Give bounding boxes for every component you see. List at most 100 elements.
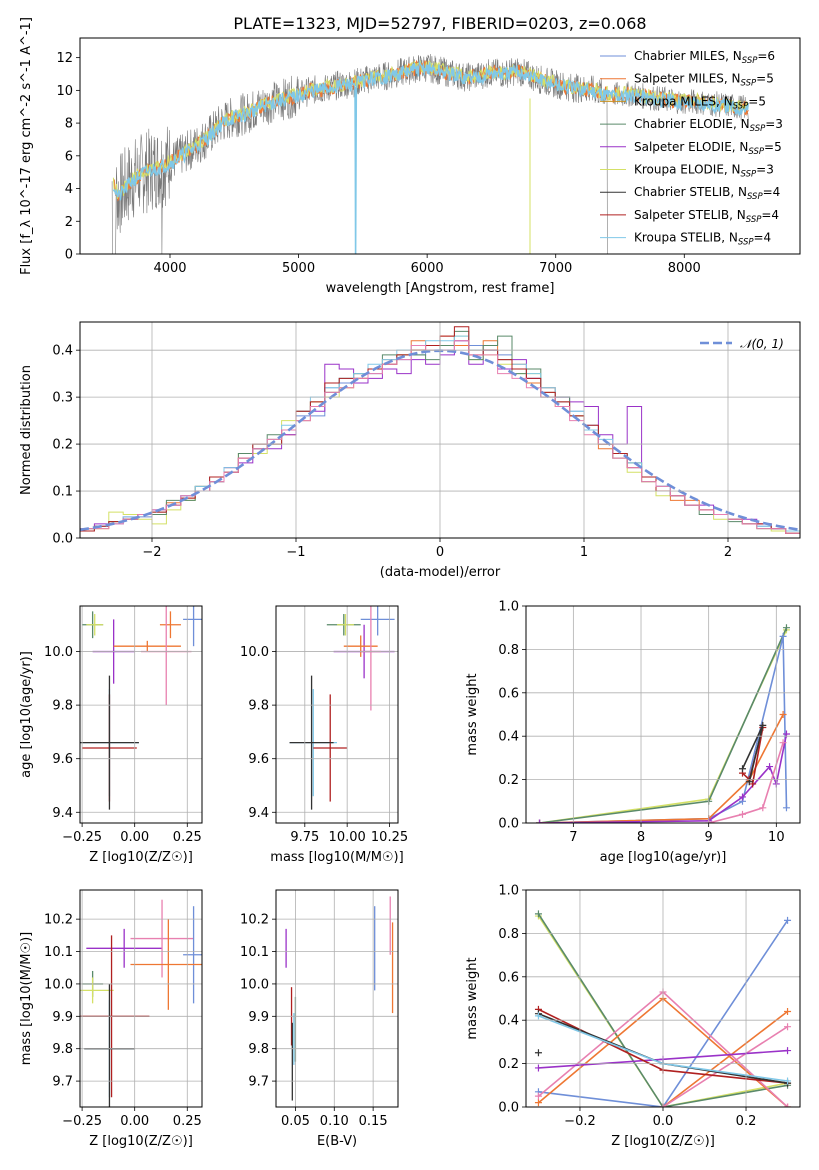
y-tick-label: 0.0 — [498, 1101, 519, 1116]
weight-marker — [784, 1047, 792, 1055]
y-tick-label: 0 — [65, 248, 73, 263]
y-tick-label: 9.4 — [52, 806, 73, 821]
y-tick-label: 0.2 — [498, 773, 519, 788]
y-tick-label: 10.1 — [240, 945, 269, 960]
x-tick-label: 7000 — [539, 261, 572, 276]
legend-text: Kroupa MILES, N — [634, 94, 733, 108]
legend-label: Salpeter ELODIE, NSSP=5 — [634, 140, 782, 157]
weight-marker — [534, 1099, 542, 1107]
weight-marker — [534, 1092, 542, 1100]
legend-text: =5 — [764, 140, 782, 154]
y-tick-label: 2 — [65, 215, 73, 230]
weight-marker — [784, 1023, 792, 1031]
y-tick-label: 9.8 — [248, 1042, 269, 1057]
plot-area-age-vs-mass — [289, 606, 395, 810]
y-tick-label: 0.6 — [498, 686, 519, 701]
legend-label: Salpeter STELIB, NSSP=4 — [634, 208, 779, 225]
x-tick-label: 0 — [436, 545, 444, 560]
y-tick-label: 8 — [65, 117, 73, 132]
y-tick-label: 9.4 — [248, 806, 269, 821]
x-tick-label: 0.25 — [173, 830, 202, 845]
legend-text: =4 — [754, 231, 772, 245]
x-axis-label: Z [log10(Z/Z☉)] — [611, 1134, 715, 1149]
y-tick-label: 0.3 — [52, 391, 73, 406]
y-tick-label: 0.8 — [498, 927, 519, 942]
y-tick-label: 9.9 — [248, 1010, 269, 1025]
weight-marker — [738, 765, 746, 773]
legend-sub: SSP — [747, 192, 763, 202]
y-tick-label: 9.6 — [248, 752, 269, 767]
legend-sub: SSP — [742, 56, 758, 66]
y-tick-label: 9.9 — [52, 1010, 73, 1025]
x-tick-label: 8000 — [668, 261, 701, 276]
x-tick-label: 7 — [569, 830, 577, 845]
legend-label: Chabrier ELODIE, NSSP=3 — [634, 117, 783, 134]
x-tick-label: 0.00 — [120, 830, 149, 845]
y-tick-label: 12 — [56, 51, 73, 66]
x-tick-label: 5000 — [282, 261, 315, 276]
legend-text: Salpeter MILES, N — [634, 72, 741, 86]
model-line-kroupa-stelib — [112, 59, 749, 254]
figure-title: PLATE=1323, MJD=52797, FIBERID=0203, z=0… — [233, 14, 646, 33]
x-tick-label: 0.15 — [359, 1114, 388, 1129]
axes-frame — [275, 605, 399, 824]
legend-label: 𝒩(0, 1) — [740, 337, 784, 351]
weight-marker — [784, 916, 792, 924]
y-tick-label: 0.0 — [52, 532, 73, 547]
y-tick-label: 9.8 — [248, 699, 269, 714]
weight-marker — [534, 910, 542, 918]
weight-marker — [779, 711, 787, 718]
weight-marker — [759, 804, 767, 812]
legend-sub: SSP — [748, 147, 764, 157]
legend-label: Chabrier MILES, NSSP=6 — [634, 49, 775, 66]
x-axis-label: E(B-V) — [317, 1134, 357, 1149]
x-tick-label: 6000 — [411, 261, 444, 276]
weight-marker — [534, 1049, 542, 1057]
legend-text: Salpeter STELIB, N — [634, 208, 746, 222]
x-axis-label: wavelength [Angstrom, rest frame] — [326, 281, 555, 296]
y-tick-label: 0.2 — [52, 438, 73, 453]
y-axis-label: Normed distribution — [19, 365, 34, 495]
legend-text: Salpeter ELODIE, N — [634, 140, 748, 154]
legend-sub: SSP — [733, 101, 749, 111]
weight-line — [539, 629, 788, 823]
weight-line — [539, 733, 788, 823]
axes-frame — [525, 605, 801, 824]
y-tick-label: 4 — [65, 182, 73, 197]
weight-line — [539, 714, 784, 823]
weight-line — [708, 742, 784, 823]
legend-text: =5 — [756, 72, 774, 86]
x-tick-label: 0.05 — [281, 1114, 310, 1129]
y-axis-label: age [log10(age/yr)] — [19, 651, 34, 778]
legend-text: =6 — [757, 49, 775, 63]
x-axis-label: (data-model)/error — [380, 565, 501, 580]
legend-text: =5 — [748, 94, 766, 108]
y-tick-label: 10.0 — [44, 645, 73, 660]
weight-line — [539, 627, 788, 823]
x-tick-label: 4000 — [153, 261, 186, 276]
legend-text: =4 — [763, 185, 781, 199]
y-axis-label: Flux [f_λ 10^-17 erg cm^-2 s^-1 A^-1] — [19, 17, 34, 275]
y-tick-label: 9.7 — [52, 1075, 73, 1090]
y-tick-label: 10.0 — [240, 645, 269, 660]
y-tick-label: 1.0 — [498, 600, 519, 615]
y-tick-label: 0.1 — [52, 485, 73, 500]
weight-marker — [536, 819, 544, 823]
y-tick-label: 9.8 — [52, 699, 73, 714]
x-axis-label: Z [log10(Z/Z☉)] — [89, 1134, 193, 1149]
legend-text: Kroupa ELODIE, N — [634, 163, 741, 177]
x-tick-label: 9 — [705, 830, 713, 845]
x-tick-label: −0.2 — [564, 1114, 596, 1129]
y-tick-label: 0.4 — [52, 344, 73, 359]
legend-label: Kroupa STELIB, NSSP=4 — [634, 231, 771, 248]
axes-frame — [79, 37, 801, 255]
legend-label: Kroupa ELODIE, NSSP=3 — [634, 163, 774, 180]
weight-line — [662, 1010, 788, 1107]
y-tick-label: 9.7 — [248, 1075, 269, 1090]
y-tick-label: 10.0 — [44, 977, 73, 992]
weight-marker — [784, 1008, 792, 1016]
x-axis-label: Z [log10(Z/Z☉)] — [89, 850, 193, 865]
x-tick-label: −0.25 — [62, 1114, 102, 1129]
weight-marker — [759, 721, 767, 729]
x-tick-label: 0.10 — [320, 1114, 349, 1129]
